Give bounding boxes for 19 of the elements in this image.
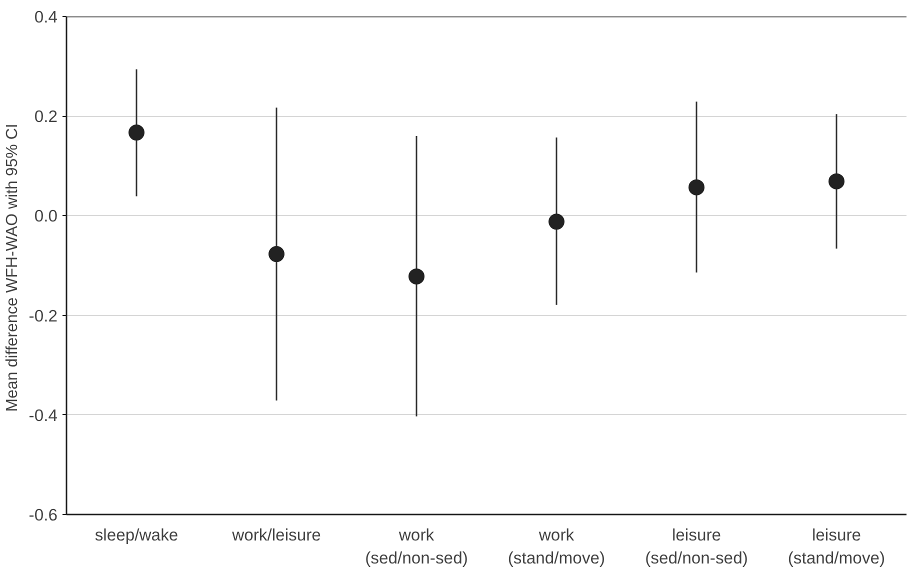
x-tick-label: work (sed/non-sed) (365, 526, 468, 568)
y-axis-title: Mean difference WFH-WAO with 95% CI (4, 124, 21, 412)
x-tick-label: leisure (sed/non-sed) (645, 526, 748, 568)
point (128, 124, 144, 141)
y-tick-label: -0.6 (28, 506, 58, 524)
y-tick-label: -0.2 (28, 306, 58, 326)
x-tick-label: work (stand/move) (508, 526, 606, 568)
point (268, 246, 284, 262)
point (548, 214, 564, 230)
point (408, 268, 424, 284)
y-tick-label: 0.4 (34, 8, 58, 26)
x-tick-label: leisure (stand/move) (788, 526, 886, 568)
x-tick-label: sleep/wake (94, 526, 178, 544)
x-tick-label: work/leisure (231, 526, 321, 544)
point (828, 173, 844, 190)
y-tick-label: 0.0 (34, 206, 58, 226)
y-tick-label: -0.4 (28, 406, 58, 425)
y-tick-label: 0.2 (34, 107, 58, 126)
point (688, 179, 704, 196)
